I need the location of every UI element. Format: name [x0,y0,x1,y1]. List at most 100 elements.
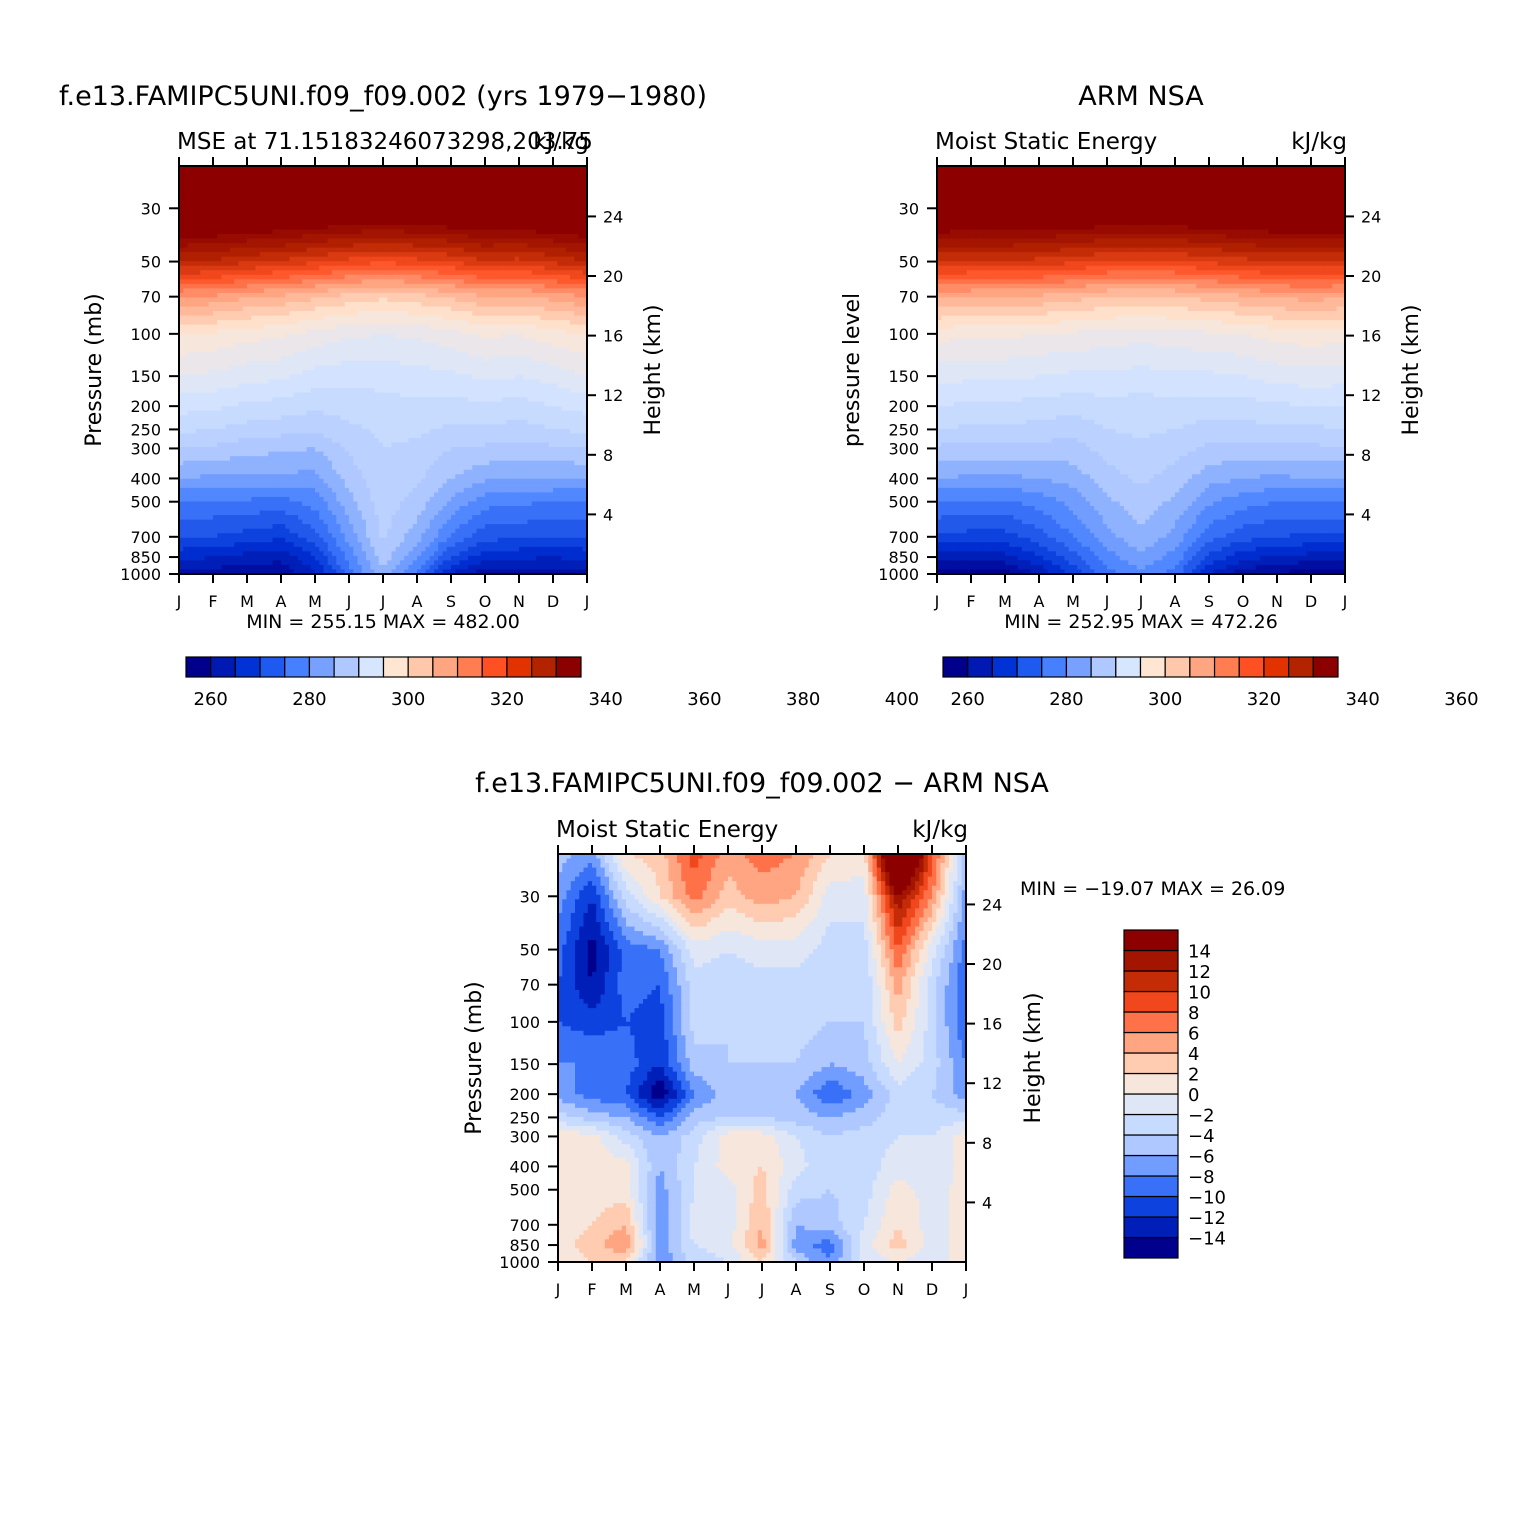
contour-cell [404,388,410,394]
contour-cell [480,252,486,258]
contour-cell [502,220,507,226]
contour-cell [293,229,299,235]
contour-cell [293,243,299,249]
contour-cell [196,256,201,262]
contour-cell [230,297,235,303]
contour-cell [191,234,197,240]
contour-cell [395,329,401,335]
contour-cell [200,229,206,235]
contour-cell [578,383,584,389]
contour-cell [327,283,333,289]
contour-cell [264,360,269,367]
contour-cell [548,351,554,357]
contour-cell [412,202,418,208]
contour-cell [200,379,206,385]
contour-cell [255,247,261,253]
contour-cell [510,261,516,267]
contour-cell [400,379,405,385]
contour-cell [353,302,359,308]
contour-cell [319,220,325,226]
contour-cell [523,265,529,271]
contour-cell [204,338,210,344]
contour-cell [370,302,376,308]
contour-cell [540,365,546,371]
contour-cell [332,188,337,194]
contour-cell [315,270,320,276]
contour-cell [298,274,303,280]
contour-cell [391,234,397,240]
contour-cell [417,229,422,235]
contour-cell [251,338,257,344]
contour-cell [582,379,587,385]
contour-cell [395,229,401,235]
contour-cell [238,360,244,367]
contour-cell [565,206,571,212]
contour-cell [514,270,520,276]
contour-cell [281,229,286,235]
contour-cell [191,360,197,367]
contour-cell [238,388,244,394]
contour-cell [383,338,388,344]
contour-cell [451,297,456,303]
contour-cell [340,247,346,253]
contour-cell [332,379,337,385]
contour-cell [315,211,320,217]
contour-cell [357,279,363,285]
contour-cell [391,397,397,403]
contour-cell [506,311,512,317]
contour-cell [183,365,189,371]
contour-cell [340,270,346,276]
contour-cell [429,347,435,353]
contour-cell [425,311,431,317]
contour-cell [259,347,265,353]
contour-cell [536,329,541,335]
contour-cell [319,274,325,280]
contour-cell [247,311,252,317]
contour-cell [259,370,265,376]
contour-cell [519,370,524,376]
contour-cell [217,197,223,203]
contour-cell [468,315,473,321]
contour-cell [387,351,393,357]
contour-cell [208,338,214,344]
contour-cell [251,279,257,285]
contour-cell [183,392,189,398]
contour-cell [489,252,495,258]
contour-cell [353,292,359,299]
contour-cell [468,370,473,376]
contour-cell [276,292,282,299]
contour-cell [557,370,563,376]
contour-cell [408,193,414,199]
contour-cell [429,215,435,221]
contour-cell [344,202,350,208]
contour-cell [208,252,214,258]
contour-cell [344,193,350,199]
contour-cell [557,179,563,185]
contour-cell [480,206,486,212]
contour-cell [434,320,439,326]
contour-cell [344,365,350,371]
contour-cell [459,274,465,280]
contour-cell [196,265,201,271]
contour-cell [489,311,495,317]
contour-cell [574,175,580,181]
contour-cell [361,202,367,208]
contour-cell [421,256,427,262]
contour-cell [251,179,257,185]
contour-cell [404,279,410,285]
contour-cell [225,302,231,308]
contour-cell [268,302,274,308]
contour-cell [574,179,580,185]
contour-cell [544,324,550,330]
contour-cell [344,274,350,280]
contour-cell [191,347,197,353]
contour-cell [281,292,286,299]
contour-cell [349,288,354,294]
contour-cell [548,392,554,398]
contour-cell [259,315,265,321]
contour-cell [179,193,184,199]
contour-cell [378,379,384,385]
contour-cell [519,270,524,276]
contour-cell [527,370,533,376]
contour-cell [319,193,325,199]
